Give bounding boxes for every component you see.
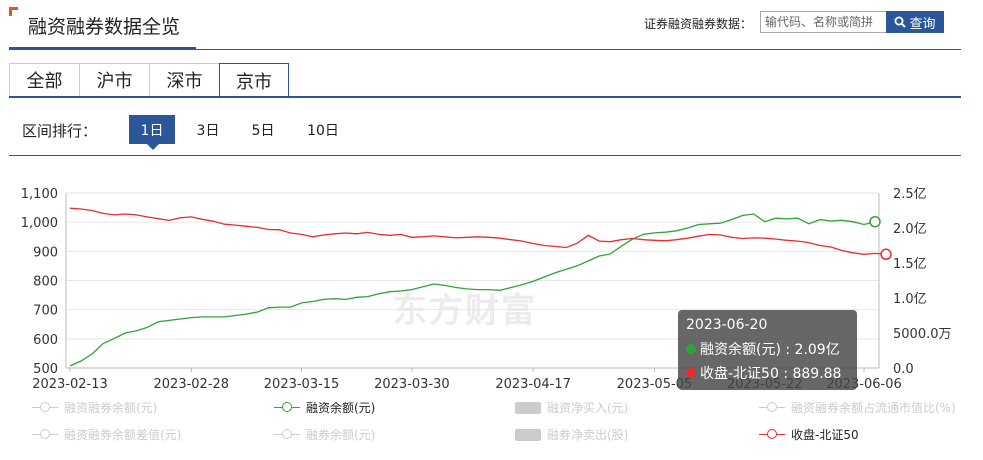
watermark: 东方财富 <box>393 291 537 331</box>
tabs-divider <box>9 96 961 98</box>
legend-line-icon <box>759 401 785 414</box>
legend-label: 融资余额(元) <box>306 401 376 415</box>
legend-margin-balance[interactable]: 融资融券余额(元) <box>32 399 157 416</box>
legend-label: 融券余额(元) <box>306 428 376 442</box>
x-tick-label: 2023-03-30 <box>374 377 450 392</box>
tooltip-date: 2023-06-20 <box>686 317 768 333</box>
period-1d[interactable]: 1日 <box>129 115 175 144</box>
period-active-arrow <box>147 144 159 150</box>
tooltip-row: 收盘-北证50 : 889.88 <box>686 363 849 383</box>
y-left-tick-label: 500 <box>33 362 58 377</box>
legend-balance-diff[interactable]: 融资融券余额差值(元) <box>32 426 181 443</box>
chart-tooltip: 2023-06-20 融资余额(元) : 2.09亿 收盘-北证50 : 889… <box>678 310 857 390</box>
search-icon <box>894 16 907 28</box>
search-button-label: 查询 <box>909 16 936 32</box>
tab-shenzhen[interactable]: 深市 <box>149 63 219 97</box>
legend-box-icon <box>515 428 541 441</box>
header-divider <box>9 49 961 50</box>
y-right-tick-label: 5000.0万 <box>893 327 952 342</box>
legend-line-icon <box>32 428 58 441</box>
y-left-tick-label: 1,000 <box>21 216 58 231</box>
legend-line-icon <box>274 428 300 441</box>
tab-shanghai[interactable]: 沪市 <box>79 63 149 97</box>
y-right-tick-label: 1.5亿 <box>893 257 927 272</box>
margin-chart[interactable]: 500 600 700 800 900 1,000 1,100 0.0 5000.0万 1.0亿 1… <box>0 175 983 400</box>
ranking-divider <box>9 155 961 156</box>
legend-balance-ratio[interactable]: 融资融券余额占流通市值比(%) <box>759 399 956 416</box>
legend-box-icon <box>515 401 541 414</box>
y-right-tick-label: 0.0 <box>893 362 914 377</box>
green-dot-icon <box>686 344 696 354</box>
y-right-tick-label: 2.0亿 <box>893 222 927 237</box>
x-tick-label: 2023-02-28 <box>154 377 230 392</box>
legend-label: 融券净卖出(股) <box>547 428 629 442</box>
tooltip-row: 融资余额(元) : 2.09亿 <box>686 339 849 359</box>
period-3d[interactable]: 3日 <box>196 122 220 139</box>
legend-line-icon <box>32 401 58 414</box>
page-title: 融资融券数据全览 <box>28 16 181 38</box>
tab-beijing[interactable]: 京市 <box>219 63 289 99</box>
legend-line-icon <box>274 401 300 414</box>
legend-label: 收盘-北证50 <box>791 428 859 442</box>
y-right-tick-label: 2.5亿 <box>893 187 927 202</box>
legend-label: 融资净买入(元) <box>547 401 629 415</box>
y-left-tick-label: 600 <box>33 333 58 348</box>
legend-securities-net-sell[interactable]: 融券净卖出(股) <box>515 426 628 443</box>
legend-label: 融资融券余额差值(元) <box>64 428 182 442</box>
search-input[interactable] <box>760 11 887 33</box>
y-left-tick-label: 900 <box>33 245 58 260</box>
series-endpoint-marker <box>869 215 881 228</box>
y-right-tick-label: 1.0亿 <box>893 292 927 307</box>
red-dot-icon <box>686 368 696 378</box>
legend-line-icon <box>759 428 785 441</box>
legend-securities-lending-balance[interactable]: 融券余额(元) <box>274 426 375 443</box>
title-underline <box>9 47 196 49</box>
tooltip-financing-value: 融资余额(元) : 2.09亿 <box>700 342 840 358</box>
search-label: 证券融资融券数据： <box>644 17 753 31</box>
series-line-bz50-close <box>69 207 887 255</box>
tooltip-close-value: 收盘-北证50 : 889.88 <box>700 366 842 382</box>
legend-financing-balance[interactable]: 融资余额(元) <box>274 399 375 416</box>
x-tick-label: 2023-05-05 <box>617 377 693 392</box>
series-endpoint-marker <box>880 248 892 261</box>
title-corner-mark <box>9 7 18 16</box>
search-button[interactable]: 查询 <box>886 11 944 33</box>
x-tick-label: 2023-03-15 <box>264 377 340 392</box>
legend-label: 融资融券余额占流通市值比(%) <box>791 401 956 415</box>
x-tick-label: 2023-04-17 <box>495 377 571 392</box>
series-line-financing-balance <box>69 213 876 367</box>
y-left-tick-label: 1,100 <box>21 187 58 202</box>
legend-bz50-close[interactable]: 收盘-北证50 <box>759 426 859 443</box>
tab-all[interactable]: 全部 <box>9 63 79 97</box>
period-5d[interactable]: 5日 <box>251 122 275 139</box>
legend-label: 融资融券余额(元) <box>64 401 158 415</box>
ranking-label: 区间排行： <box>22 122 98 140</box>
legend-financing-net-buy[interactable]: 融资净买入(元) <box>515 399 628 416</box>
x-tick-label: 2023-02-13 <box>32 377 108 392</box>
y-left-tick-label: 700 <box>33 304 58 319</box>
period-10d[interactable]: 10日 <box>307 122 339 139</box>
market-tabs: 全部 沪市 深市 京市 <box>9 63 289 99</box>
y-left-tick-label: 800 <box>33 275 58 290</box>
